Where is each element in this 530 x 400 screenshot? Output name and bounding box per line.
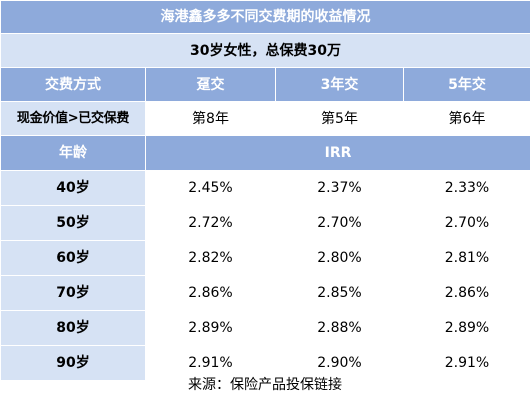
irr-table: 海港鑫多多不同交费期的收益情况 30岁女性，总保费30万 交费方式 趸交 3年交… <box>0 0 530 381</box>
table-row: 40岁 2.45% 2.37% 2.33% <box>0 170 530 206</box>
title-row: 海港鑫多多不同交费期的收益情况 <box>0 0 530 34</box>
table-row: 90岁 2.91% 2.90% 2.91% <box>0 345 530 381</box>
irr-cell: 2.33% <box>403 170 530 206</box>
column-header: 3年交 <box>275 67 404 102</box>
irr-header-row: 年龄 IRR <box>0 135 530 171</box>
subtitle-row: 30岁女性，总保费30万 <box>0 33 530 68</box>
column-header: 趸交 <box>145 67 276 102</box>
table-subtitle: 30岁女性，总保费30万 <box>0 33 530 68</box>
irr-cell: 2.70% <box>403 205 530 241</box>
payment-header-row: 交费方式 趸交 3年交 5年交 <box>0 67 530 102</box>
irr-cell: 2.86% <box>145 275 276 311</box>
irr-cell: 2.89% <box>403 310 530 346</box>
age-label: 年龄 <box>0 135 146 171</box>
cash-value-row: 现金价值>已交保费 第8年 第5年 第6年 <box>0 101 530 136</box>
age-cell: 80岁 <box>0 310 146 346</box>
irr-cell: 2.81% <box>403 240 530 276</box>
age-cell: 50岁 <box>0 205 146 241</box>
table-row: 50岁 2.72% 2.70% 2.70% <box>0 205 530 241</box>
irr-cell: 2.86% <box>403 275 530 311</box>
payment-method-label: 交费方式 <box>0 67 146 102</box>
cash-value-cell: 第5年 <box>275 101 404 136</box>
irr-cell: 2.72% <box>145 205 276 241</box>
table-row: 80岁 2.89% 2.88% 2.89% <box>0 310 530 346</box>
column-header: 5年交 <box>403 67 530 102</box>
irr-cell: 2.82% <box>145 240 276 276</box>
irr-cell: 2.90% <box>275 345 404 381</box>
table-title: 海港鑫多多不同交费期的收益情况 <box>0 0 530 34</box>
table-row: 70岁 2.86% 2.85% 2.86% <box>0 275 530 311</box>
cash-value-label: 现金价值>已交保费 <box>0 101 146 136</box>
irr-cell: 2.89% <box>145 310 276 346</box>
irr-cell: 2.37% <box>275 170 404 206</box>
irr-cell: 2.85% <box>275 275 404 311</box>
cash-value-cell: 第6年 <box>403 101 530 136</box>
irr-cell: 2.91% <box>403 345 530 381</box>
age-cell: 70岁 <box>0 275 146 311</box>
irr-cell: 2.88% <box>275 310 404 346</box>
age-cell: 90岁 <box>0 345 146 381</box>
irr-cell: 2.70% <box>275 205 404 241</box>
age-cell: 40岁 <box>0 170 146 206</box>
irr-cell: 2.45% <box>145 170 276 206</box>
irr-label: IRR <box>145 135 530 171</box>
source-note: 来源：保险产品投保链接 <box>188 377 342 393</box>
table-row: 60岁 2.82% 2.80% 2.81% <box>0 240 530 276</box>
age-cell: 60岁 <box>0 240 146 276</box>
cash-value-cell: 第8年 <box>145 101 276 136</box>
irr-cell: 2.80% <box>275 240 404 276</box>
